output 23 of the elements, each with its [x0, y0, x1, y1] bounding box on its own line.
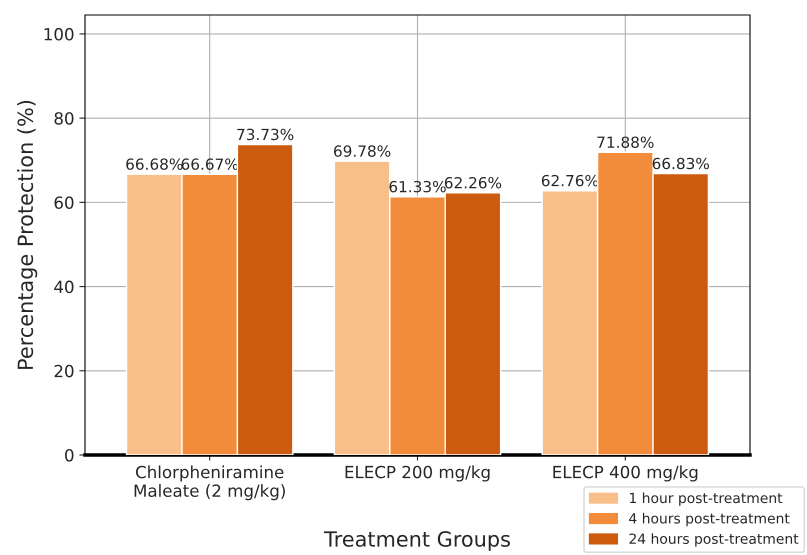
y-tick-label: 40: [54, 280, 74, 294]
data-label: 62.76%: [542, 174, 598, 186]
y-tick-label: 0: [65, 448, 74, 462]
x-tick-label: Chlorpheniramine Maleate (2 mg/kg): [134, 465, 285, 500]
data-label: 66.67%: [182, 158, 238, 170]
data-label: 71.88%: [597, 136, 654, 148]
legend-label: 4 hours post-treatment: [629, 512, 790, 526]
data-label: 66.68%: [126, 158, 183, 170]
legend-label: 24 hours post-treatment: [629, 533, 798, 547]
data-label: 61.33%: [389, 180, 446, 192]
y-tick-label: 80: [54, 112, 74, 125]
x-tick-label: ELECP 200 mg/kg: [346, 465, 490, 482]
x-tick-label: ELECP 400 mg/kg: [553, 465, 698, 482]
y-tick-label: 100: [44, 28, 74, 41]
data-label: 73.73%: [237, 128, 294, 140]
y-axis-title: Percentage Protection (%): [17, 100, 38, 369]
legend-label: 1 hour post-treatment: [630, 492, 782, 506]
data-label: 69.78%: [334, 145, 390, 157]
y-tick-label: 20: [54, 364, 74, 378]
x-axis-title: Treatment Groups: [324, 531, 510, 551]
y-tick-label: 60: [54, 196, 74, 209]
data-label: 66.83%: [652, 158, 710, 170]
data-label: 62.26%: [444, 176, 502, 189]
